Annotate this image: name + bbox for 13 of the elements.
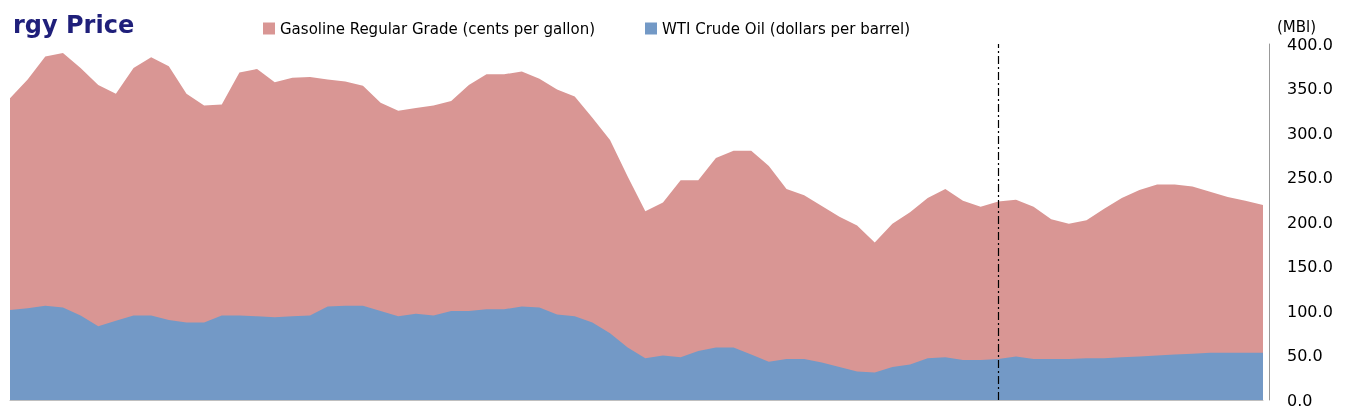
y-axis-title: (MBl)	[1277, 17, 1317, 36]
y-tick-label: 100.0	[1287, 301, 1333, 321]
y-tick-label: 250.0	[1287, 168, 1333, 187]
y-tick-label: 400.0	[1287, 34, 1333, 54]
y-tick-label: 50.0	[1287, 346, 1323, 365]
legend-label: Gasoline Regular Grade (cents per gallon)	[280, 19, 596, 38]
y-tick-label: 300.0	[1287, 123, 1333, 143]
chart-title: rgy Price	[13, 11, 135, 39]
y-tick-label: 350.0	[1287, 79, 1333, 98]
y-tick-label: 0.0	[1287, 390, 1313, 410]
legend-label: WTI Crude Oil (dollars per barrel)	[662, 19, 910, 38]
y-tick-label: 150.0	[1287, 257, 1333, 276]
y-tick-label: 200.0	[1287, 212, 1333, 232]
